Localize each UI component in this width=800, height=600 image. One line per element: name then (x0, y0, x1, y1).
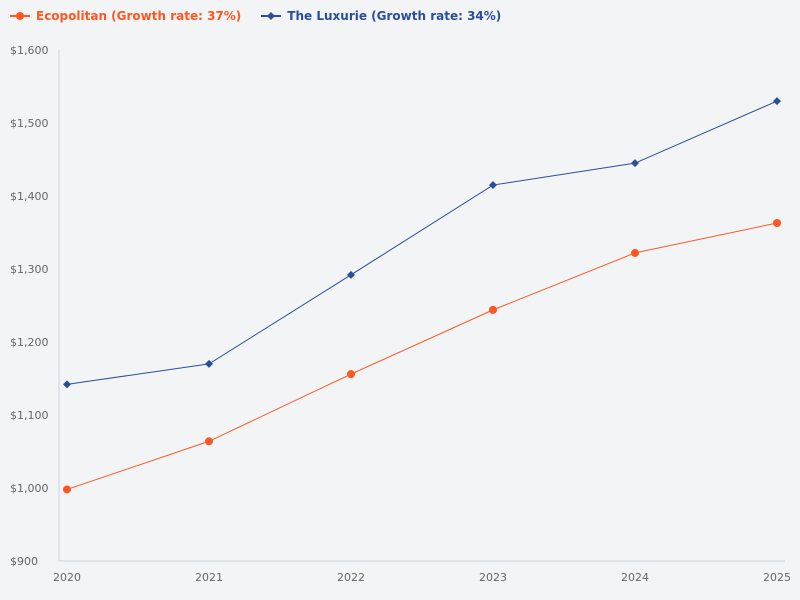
legend-marker-diamond-icon (261, 12, 282, 20)
y-tick-label: $900 (10, 555, 38, 568)
y-tick-label: $1,600 (10, 44, 49, 57)
x-tick-label: 2022 (337, 571, 365, 584)
legend-label: Ecopolitan (Growth rate: 37%) (36, 9, 242, 23)
legend: Ecopolitan (Growth rate: 37%) The Luxuri… (10, 9, 501, 23)
x-tick-label: 2025 (763, 571, 791, 584)
y-tick-label: $1,100 (10, 409, 49, 422)
data-point (205, 359, 213, 368)
data-point (773, 97, 781, 106)
data-point (631, 248, 639, 257)
legend-marker-circle-icon (10, 12, 30, 20)
legend-item-ecopolitan[interactable]: Ecopolitan (Growth rate: 37%) (10, 9, 241, 23)
y-tick-label: $1,500 (10, 117, 49, 130)
data-point (631, 159, 639, 168)
x-tick-label: 2023 (479, 571, 507, 584)
data-point (489, 181, 497, 190)
data-point (63, 380, 71, 389)
series-line-1 (66, 100, 778, 385)
data-point (63, 485, 71, 494)
y-tick-label: $1,300 (10, 263, 49, 276)
legend-item-luxurie[interactable]: The Luxurie (Growth rate: 34%) (261, 9, 501, 23)
data-point (489, 305, 497, 314)
y-tick-label: $1,400 (10, 190, 49, 203)
data-point (205, 437, 213, 446)
x-tick-label: 2020 (53, 571, 81, 584)
data-point (347, 270, 355, 279)
data-point (773, 219, 781, 228)
legend-label: The Luxurie (Growth rate: 34%) (287, 9, 502, 23)
x-tick-label: 2024 (621, 571, 649, 584)
y-tick-label: $1,000 (10, 482, 49, 495)
x-tick-label: 2021 (195, 571, 223, 584)
y-tick-label: $1,200 (10, 336, 49, 349)
data-point (347, 370, 355, 379)
series-line-0 (66, 222, 778, 490)
